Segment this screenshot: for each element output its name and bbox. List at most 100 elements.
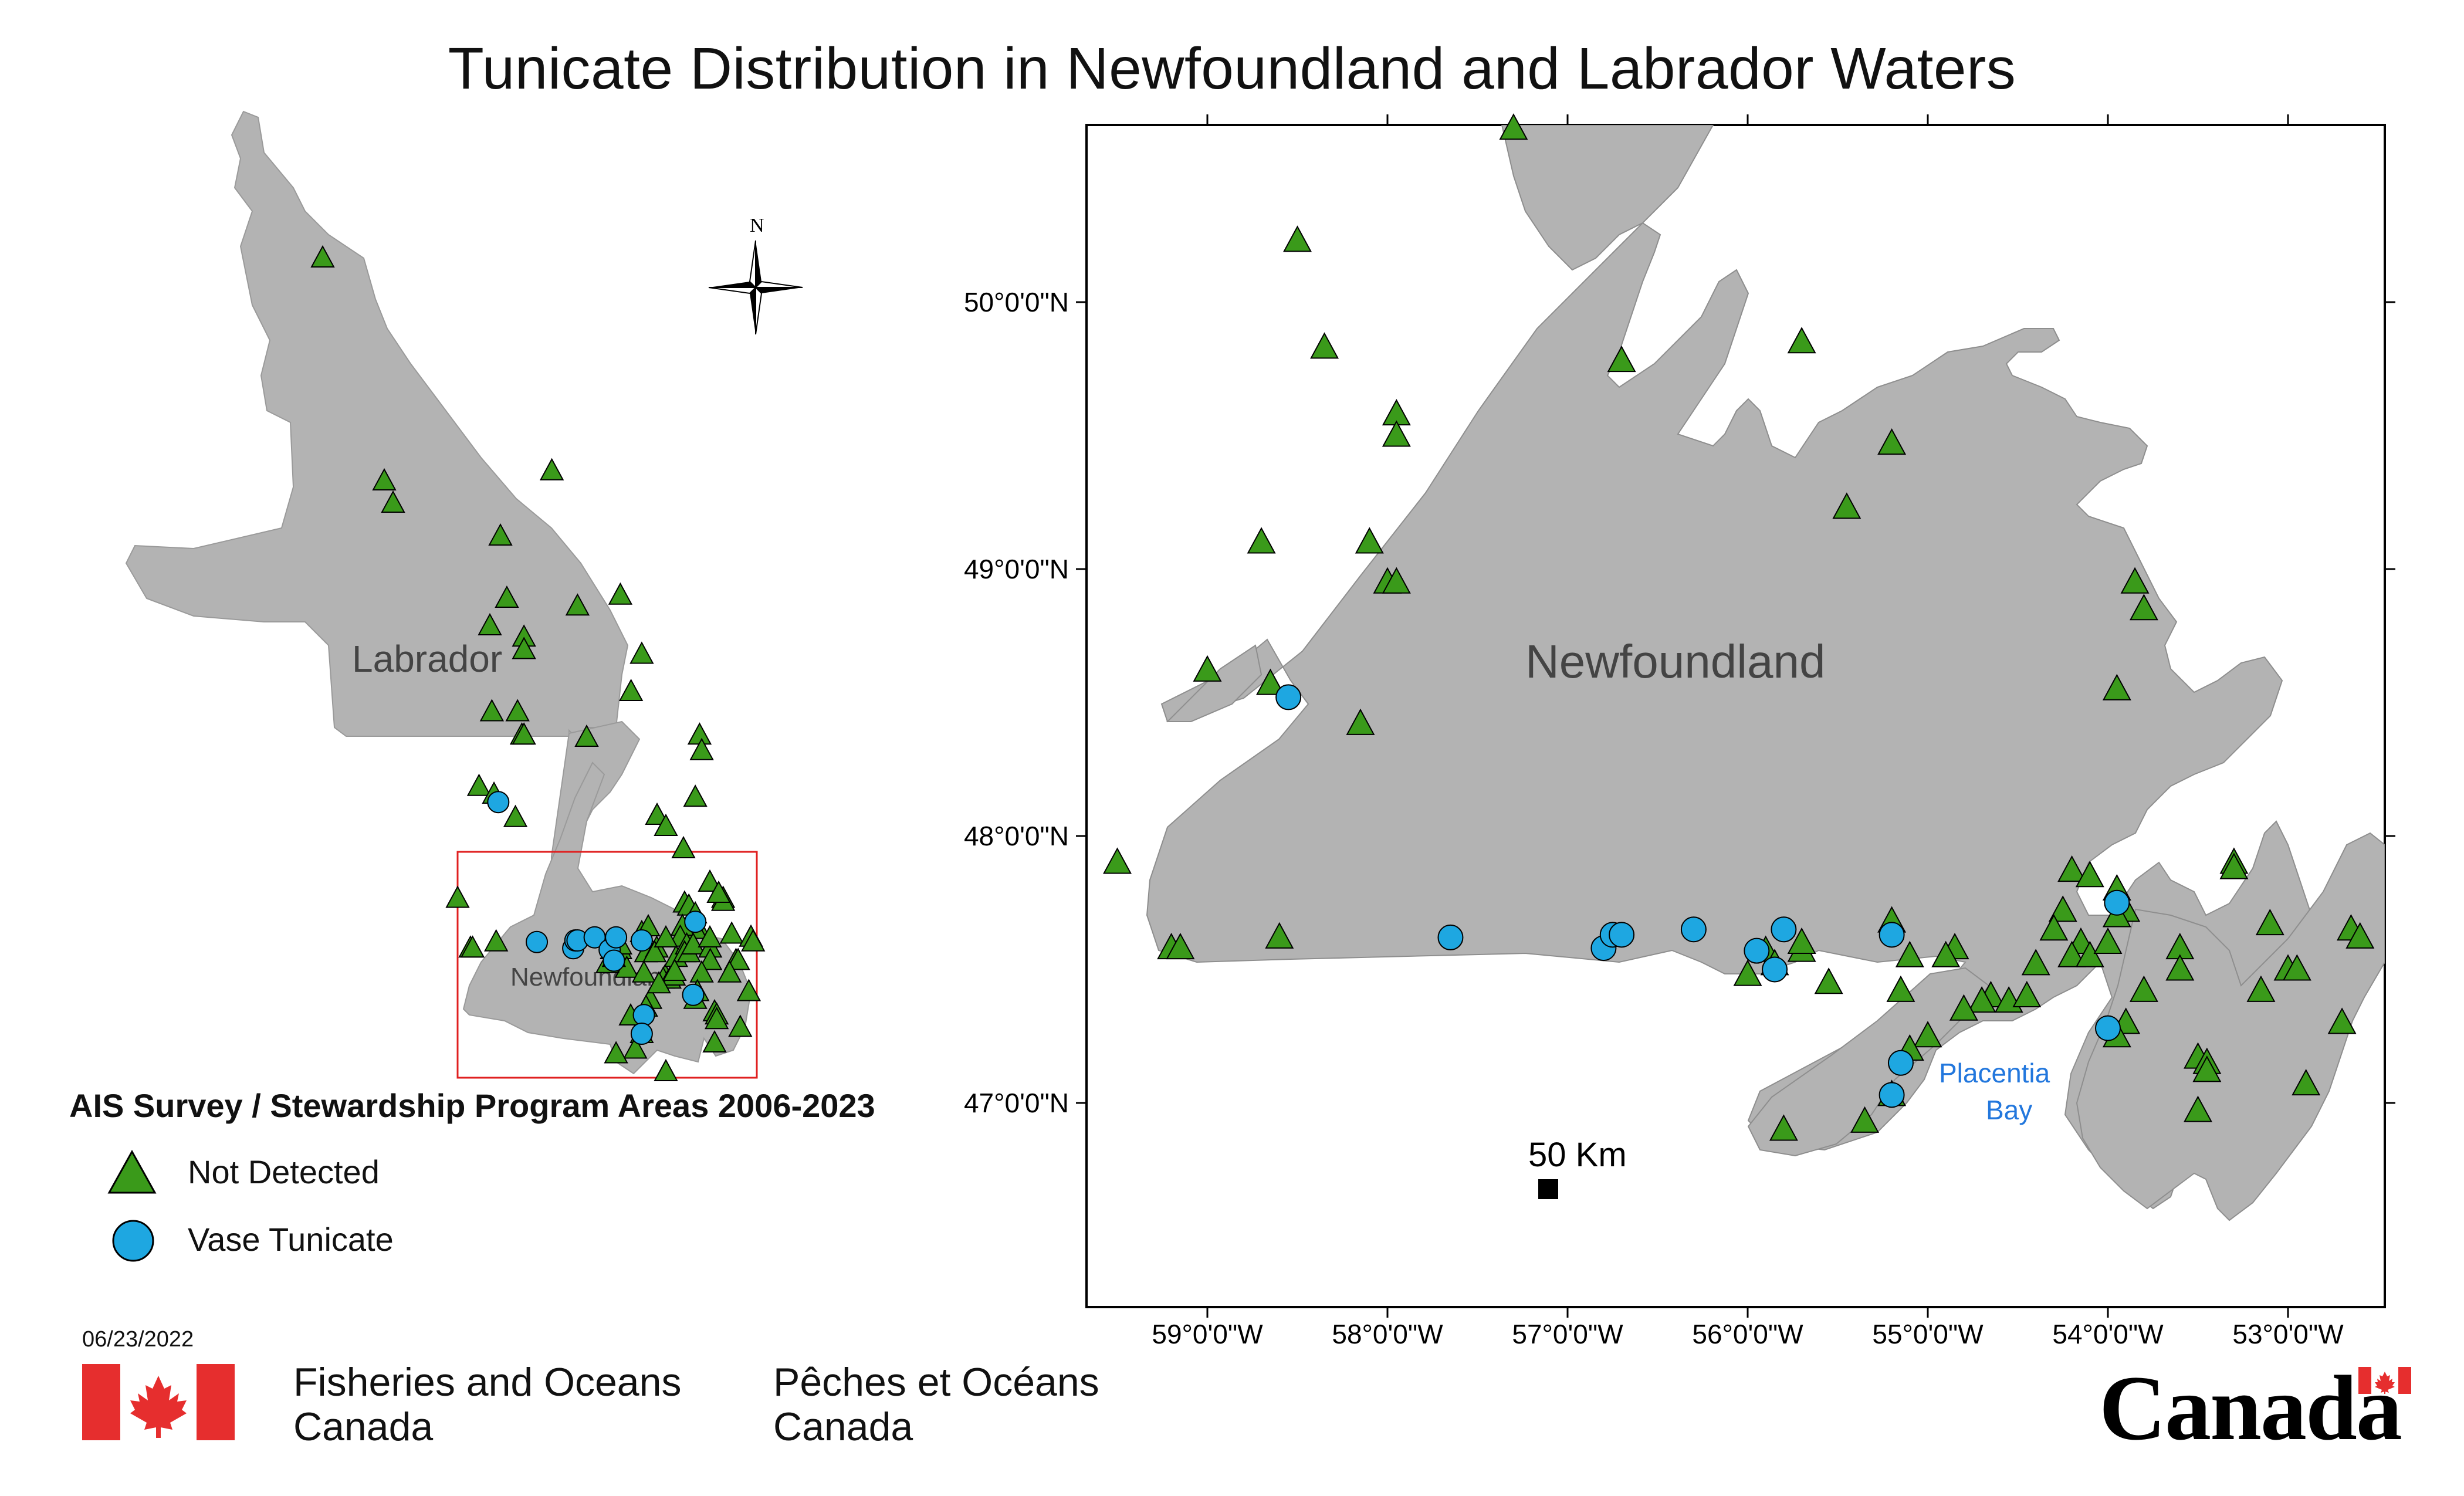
- not-detected-site: [1931, 940, 1961, 967]
- vase-tunicate-site: [1437, 924, 1464, 950]
- vase-tunicate-site: [1879, 922, 1905, 948]
- not-detected-site: [1733, 959, 1762, 986]
- overview-not-detected-site: [687, 722, 712, 745]
- not-detected-site: [2048, 895, 2077, 922]
- overview-not-detected-site: [662, 958, 687, 981]
- detail-port-au-port-landmass: [1166, 644, 1263, 722]
- overview-not-detected-site: [505, 699, 530, 722]
- not-detected-site: [1850, 1106, 1880, 1133]
- not-detected-site: [1166, 933, 1195, 960]
- department-english-line2: Canada: [293, 1404, 434, 1449]
- not-detected-site: [2327, 1007, 2357, 1034]
- not-detected-site: [1103, 847, 1132, 874]
- overview-not-detected-site: [671, 835, 696, 858]
- vase-tunicate-site: [1609, 922, 1635, 948]
- overview-vase-tunicate-site: [630, 929, 653, 952]
- scale-bar-marker: [1538, 1179, 1558, 1199]
- overview-not-detected-site: [719, 921, 744, 944]
- legend-title: AIS Survey / Stewardship Program Areas 2…: [69, 1087, 875, 1124]
- not-detected-site: [2039, 914, 2069, 941]
- overview-not-detected-site: [689, 960, 714, 983]
- overview-not-detected-site: [574, 724, 599, 747]
- not-detected-site: [1949, 994, 1978, 1021]
- overview-vase-tunicate-site: [603, 949, 625, 972]
- not-detected-site: [2093, 927, 2123, 954]
- not-detected-site: [1787, 927, 1816, 954]
- vase-tunicate-site: [1879, 1082, 1905, 1108]
- legend-label-vase-tunicate: Vase Tunicate: [188, 1221, 394, 1258]
- not-detected-site: [1607, 346, 1636, 373]
- not-detected-site: [1877, 428, 1907, 455]
- overview-not-detected-site: [565, 593, 590, 616]
- not-detected-site: [1382, 420, 1411, 447]
- not-detected-site: [1193, 655, 1222, 682]
- not-detected-site: [1895, 940, 1924, 967]
- detail-avalon-landmass: [2076, 832, 2385, 1221]
- overview-not-detected-site: [478, 612, 502, 635]
- overview-not-detected-site: [604, 1041, 628, 1064]
- not-detected-site: [2012, 980, 2042, 1007]
- not-detected-site: [2075, 861, 2104, 888]
- overview-not-detected-site: [460, 935, 485, 958]
- detail-map-ticks: 59°0'0"W 58°0'0"W 57°0'0"W 56°0'0"W 55°0'0"W…: [964, 114, 2395, 1349]
- not-detected-site: [1769, 1114, 1798, 1141]
- overview-not-detected-site: [642, 940, 667, 963]
- overview-vase-tunicate-site: [526, 930, 549, 953]
- detail-map: Newfoundland Placentia Bay 50 Km 59°0'0"…: [964, 113, 2395, 1349]
- lon-tick-label: 54°0'0"W: [2052, 1319, 2164, 1349]
- overview-not-detected-site: [741, 929, 766, 952]
- overview-extent-box: [456, 851, 758, 1079]
- not-detected-site: [2255, 909, 2284, 936]
- vase-tunicate-site: [1680, 916, 1707, 943]
- overview-not-detected-site: [539, 458, 564, 480]
- lat-tick-label: 47°0'0"N: [964, 1088, 1069, 1118]
- lon-tick-label: 55°0'0"W: [1872, 1319, 1984, 1349]
- department-name-french: Pêches et Océans Canada: [773, 1360, 1099, 1449]
- wordmark-flag-icon: [2358, 1367, 2411, 1394]
- not-detected-site: [2192, 1055, 2222, 1082]
- overview-vase-tunicate-site: [605, 926, 628, 949]
- overview-not-detected-site: [372, 468, 397, 490]
- not-detected-site: [2075, 940, 2104, 967]
- lon-tick-label: 53°0'0"W: [2232, 1319, 2344, 1349]
- not-detected-site: [1265, 922, 1294, 949]
- not-detected-site: [2345, 922, 2375, 949]
- not-detected-site: [2282, 954, 2311, 981]
- not-detected-site: [2120, 567, 2150, 594]
- not-detected-site: [2292, 1069, 2321, 1096]
- department-name-english: Fisheries and Oceans Canada: [293, 1360, 681, 1449]
- overview-not-detected-site: [618, 678, 644, 702]
- not-detected-site: [1247, 527, 1276, 554]
- not-detected-site: [1886, 975, 1915, 1002]
- overview-not-detected-site: [512, 722, 536, 745]
- not-detected-site: [1787, 327, 1816, 354]
- not-detected-site: [2021, 949, 2050, 976]
- overview-not-detected-site: [736, 979, 761, 1001]
- not-detected-site: [1283, 225, 1312, 252]
- overview-not-detected-site: [512, 637, 536, 659]
- detail-label-bay: Bay: [1986, 1095, 2032, 1125]
- overview-vase-tunicate-site: [632, 1004, 655, 1027]
- lon-tick-label: 57°0'0"W: [1512, 1319, 1623, 1349]
- overview-not-detected-site: [683, 784, 708, 807]
- not-detected-site: [2165, 954, 2195, 981]
- lon-tick-label: 59°0'0"W: [1152, 1319, 1263, 1349]
- overview-not-detected-site: [654, 1058, 678, 1081]
- north-arrow-icon: N: [708, 215, 803, 335]
- overview-not-detected-site: [488, 523, 513, 546]
- not-detected-site: [1382, 567, 1411, 594]
- canada-wordmark: Canada: [2099, 1357, 2402, 1460]
- map-date: 06/23/2022: [82, 1327, 194, 1352]
- detail-sites: [1103, 113, 2375, 1141]
- overview-vase-tunicate-site: [684, 911, 707, 933]
- not-detected-site: [2184, 1095, 2212, 1122]
- not-detected-site: [2246, 975, 2276, 1002]
- overview-not-detected-site: [717, 960, 742, 983]
- overview-not-detected-site: [706, 880, 731, 903]
- overview-not-detected-site: [631, 960, 656, 983]
- overview-not-detected-site: [479, 699, 505, 722]
- not-detected-site: [2219, 852, 2249, 879]
- overview-vase-tunicate-site: [630, 1023, 653, 1045]
- department-english-line1: Fisheries and Oceans: [293, 1360, 682, 1404]
